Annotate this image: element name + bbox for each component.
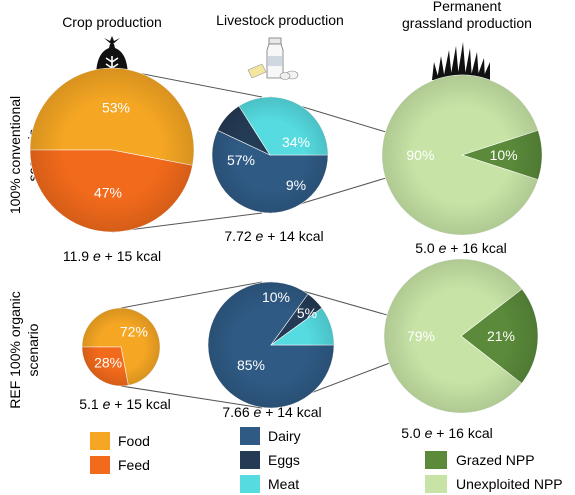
legend-swatch-dairy bbox=[240, 427, 260, 445]
pie-organic-livestock: 85% 5% 10% bbox=[207, 281, 335, 409]
pie-shading bbox=[82, 308, 160, 386]
pie-shading bbox=[382, 75, 542, 235]
total-conventional-livestock: 7.72 e + 14 kcal bbox=[224, 228, 323, 244]
slice-label-feed: 28% bbox=[94, 355, 122, 371]
legend-label-dairy: Dairy bbox=[268, 428, 301, 444]
legend-swatch-meat bbox=[240, 475, 260, 493]
pie-conventional-livestock: 57% 9% 34% bbox=[211, 96, 329, 214]
legend-swatch-eggs bbox=[240, 451, 260, 469]
pie-shading bbox=[208, 282, 334, 408]
legend-swatch-feed bbox=[90, 456, 110, 474]
legend-livestock: Dairy Eggs Meat bbox=[240, 427, 301, 493]
row-label-conventional-line1: 100% conventional bbox=[7, 96, 23, 214]
slice-label-dairy: 57% bbox=[227, 152, 255, 168]
row-label-organic-line2: scenario bbox=[25, 323, 41, 376]
pie-shading bbox=[384, 259, 538, 413]
pie-organic-grassland: 21% 79% bbox=[383, 258, 539, 414]
legend-label-grazed-npp: Grazed NPP bbox=[456, 452, 535, 468]
total-conventional-crop: 11.9 e + 15 kcal bbox=[63, 248, 161, 264]
slice-label-eggs: 9% bbox=[286, 177, 306, 193]
slice-label-grazed-npp: 21% bbox=[487, 328, 515, 344]
legend-swatch-food bbox=[90, 432, 110, 450]
pie-shading bbox=[212, 97, 328, 213]
slice-label-eggs: 5% bbox=[297, 305, 317, 321]
slice-label-food: 72% bbox=[120, 323, 148, 339]
row-label-organic-line1: REF 100% organic bbox=[7, 291, 23, 409]
slice-label-feed: 47% bbox=[94, 185, 122, 201]
slice-label-meat: 34% bbox=[282, 134, 310, 150]
dairy-products-icon bbox=[247, 37, 299, 80]
legend-swatch-grazed-npp bbox=[425, 451, 447, 469]
connector-line bbox=[111, 212, 263, 233]
total-conventional-grassland: 5.0 e + 16 kcal bbox=[415, 240, 506, 256]
legend-label-food: Food bbox=[118, 433, 150, 449]
header-grass-line2: grassland production bbox=[402, 15, 532, 31]
legend-grassland: Grazed NPP Unexploited NPP bbox=[425, 451, 563, 493]
pie-shading bbox=[30, 68, 194, 232]
connector-line bbox=[120, 385, 263, 409]
legend-label-unexploited-npp: Unexploited NPP bbox=[456, 476, 563, 492]
pie-organic-crop: 72% 28% bbox=[81, 307, 161, 387]
legend-label-meat: Meat bbox=[268, 476, 299, 492]
header-grass-line1: Permanent bbox=[433, 0, 502, 14]
slice-label-unexploited-npp: 79% bbox=[407, 328, 435, 344]
row-label-organic: REF 100% organic scenario bbox=[7, 291, 41, 409]
legend-swatch-unexploited-npp bbox=[425, 475, 447, 493]
pie-conventional-crop: 53% 47% bbox=[29, 67, 195, 233]
header-livestock: Livestock production bbox=[216, 12, 344, 28]
pie-conventional-grassland: 10% 90% bbox=[381, 74, 543, 236]
total-organic-grassland: 5.0 e + 16 kcal bbox=[401, 425, 492, 441]
legend-label-eggs: Eggs bbox=[268, 452, 300, 468]
slice-label-dairy: 85% bbox=[237, 357, 265, 373]
grass-icon bbox=[432, 42, 490, 80]
slice-label-food: 53% bbox=[102, 100, 130, 116]
legend-label-feed: Feed bbox=[118, 457, 150, 473]
slice-label-grazed-npp: 10% bbox=[490, 147, 518, 163]
slice-label-meat: 10% bbox=[262, 289, 290, 305]
total-organic-livestock: 7.66 e + 14 kcal bbox=[222, 404, 321, 420]
slice-label-unexploited-npp: 90% bbox=[406, 147, 434, 163]
legend-crop: Food Feed bbox=[90, 432, 150, 474]
total-organic-crop: 5.1 e + 15 kcal bbox=[79, 396, 170, 412]
connector-line bbox=[120, 281, 263, 309]
header-crop: Crop production bbox=[62, 14, 162, 30]
